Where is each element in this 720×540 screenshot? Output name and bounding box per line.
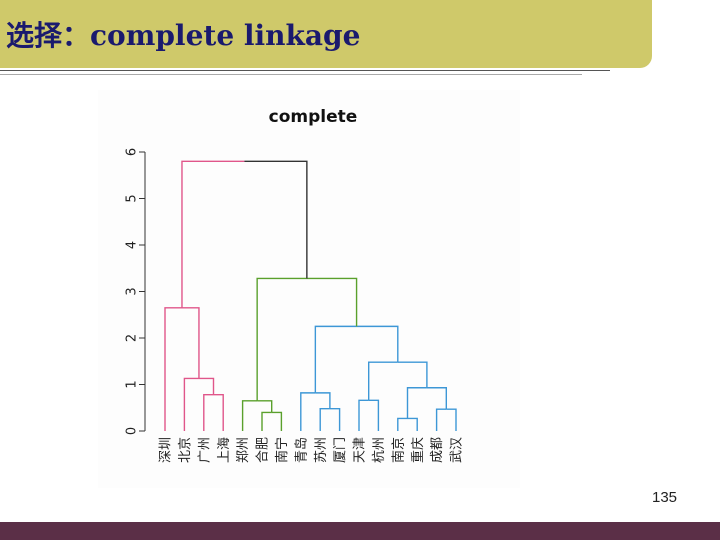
dendrogram-branch <box>368 399 380 431</box>
leaf-label: 深圳 <box>159 437 174 463</box>
dendrogram-branch <box>241 400 258 431</box>
dendrogram-branch <box>181 160 245 308</box>
dendrogram-branch <box>358 399 369 431</box>
leaf-label: 天津 <box>353 437 368 463</box>
leaf-label: 成都 <box>430 437 445 463</box>
leaf-label: 郑州 <box>236 437 251 463</box>
leaf-label: 武汉 <box>450 437 465 463</box>
leaf-label: 杭州 <box>372 437 387 463</box>
dendrogram-branch <box>446 408 457 431</box>
dendrogram-branch <box>319 407 330 431</box>
y-axis: 0 1 2 3 4 5 6 <box>125 148 146 435</box>
dendrogram-branch <box>368 361 398 401</box>
dendrogram-branch <box>256 277 307 401</box>
dendrogram-branch <box>244 160 308 279</box>
dendrogram-branch <box>213 394 224 431</box>
dendrogram-branch <box>261 411 272 431</box>
footer-bar <box>0 522 720 540</box>
dendrogram-branches <box>164 160 457 431</box>
page-number: 135 <box>652 489 678 506</box>
dendrogram-branch <box>314 325 357 393</box>
leaf-label: 北京 <box>178 437 193 463</box>
dendrogram-branch <box>407 417 418 431</box>
dendrogram-branch <box>164 307 182 431</box>
leaf-label: 南宁 <box>274 437 290 463</box>
leaf-label: 合肥 <box>256 437 271 463</box>
title-banner: 选择：complete linkage <box>0 0 652 68</box>
leaf-label: 青岛 <box>293 437 309 463</box>
dendrogram-branch <box>406 387 427 419</box>
y-tick-label: 4 <box>125 241 140 249</box>
dendrogram-branch <box>203 394 214 431</box>
leaf-label: 苏州 <box>313 437 329 463</box>
slide-title: 选择：complete linkage <box>6 19 361 52</box>
leaf-label: 重庆 <box>410 437 426 463</box>
dendrogram-branch <box>397 417 408 431</box>
dendrogram-branch <box>397 361 428 388</box>
leaf-labels: 深圳 北京 广州 上海 郑州 合肥 南宁 青岛 苏州 厦门 天津 杭州 南京 重庆 成都 武汉 <box>159 437 465 463</box>
dendrogram-branch <box>198 377 215 395</box>
dendrogram-branch <box>315 392 331 409</box>
dendrogram-branch <box>426 387 447 410</box>
dendrogram-branch <box>356 325 399 363</box>
dendrogram-branch <box>329 407 341 431</box>
y-tick-label: 1 <box>125 380 140 388</box>
dendrogram-branch <box>257 400 273 413</box>
chart-title: complete <box>269 107 358 127</box>
title-divider <box>0 70 610 71</box>
dendrogram-chart: complete 0 1 2 3 4 5 6 深圳 北京 广州 上海 郑州 合肥 南宁 青岛 苏州 厦门 天津杭… <box>125 107 465 463</box>
y-tick-label: 6 <box>125 148 140 156</box>
y-tick-label: 5 <box>125 194 140 202</box>
dendrogram-branch <box>435 408 447 431</box>
y-tick-label: 3 <box>125 287 140 295</box>
dendrogram-branch <box>181 307 200 379</box>
title-divider-secondary <box>0 74 582 75</box>
dendrogram-branch <box>306 277 358 327</box>
dendrogram-branch <box>271 411 283 431</box>
y-tick-label: 0 <box>125 427 140 435</box>
y-tick-label: 2 <box>125 334 140 342</box>
leaf-label: 南京 <box>390 437 406 463</box>
dendrogram-branch <box>300 392 316 431</box>
leaf-label: 上海 <box>217 437 232 463</box>
leaf-label: 广州 <box>197 437 212 463</box>
dendrogram-panel: complete 0 1 2 3 4 5 6 深圳 北京 广州 上海 郑州 合肥 南宁 青岛 苏州 厦门 天津杭… <box>98 90 520 488</box>
dendrogram-branch <box>183 377 199 431</box>
leaf-label: 厦门 <box>333 437 348 463</box>
